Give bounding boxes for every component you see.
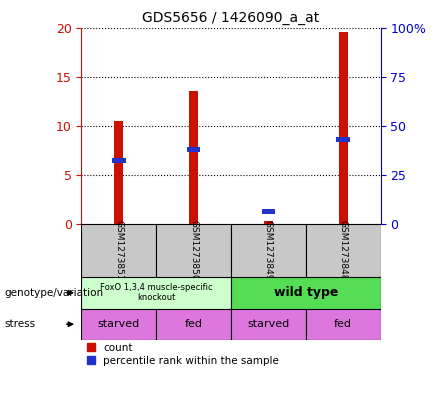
Text: GSM1273848: GSM1273848 [339, 220, 348, 281]
Text: genotype/variation: genotype/variation [4, 288, 103, 298]
Text: GSM1273851: GSM1273851 [114, 220, 123, 281]
Bar [231, 309, 306, 340]
Text: FoxO 1,3,4 muscle-specific
knockout: FoxO 1,3,4 muscle-specific knockout [100, 283, 213, 303]
Bar [231, 224, 306, 277]
Bar [306, 309, 381, 340]
Bar [156, 224, 231, 277]
Text: GSM1273849: GSM1273849 [264, 220, 273, 281]
Text: GSM1273850: GSM1273850 [189, 220, 198, 281]
Text: starved: starved [247, 319, 290, 329]
Text: wild type: wild type [274, 286, 338, 299]
Bar [112, 158, 125, 163]
Title: GDS5656 / 1426090_a_at: GDS5656 / 1426090_a_at [143, 11, 319, 25]
Bar [114, 121, 123, 224]
Text: stress: stress [4, 319, 36, 329]
Bar [189, 92, 198, 224]
Bar [339, 33, 348, 224]
Text: starved: starved [98, 319, 140, 329]
Bar [156, 309, 231, 340]
Bar [81, 277, 231, 309]
Bar [231, 277, 381, 309]
Bar [264, 221, 273, 224]
Bar [306, 224, 381, 277]
Bar [262, 209, 275, 214]
Bar [81, 309, 156, 340]
Legend: count, percentile rank within the sample: count, percentile rank within the sample [87, 343, 279, 365]
Text: fed: fed [185, 319, 202, 329]
Bar [337, 137, 350, 142]
Text: fed: fed [334, 319, 352, 329]
Bar [187, 147, 200, 152]
Bar [81, 224, 156, 277]
